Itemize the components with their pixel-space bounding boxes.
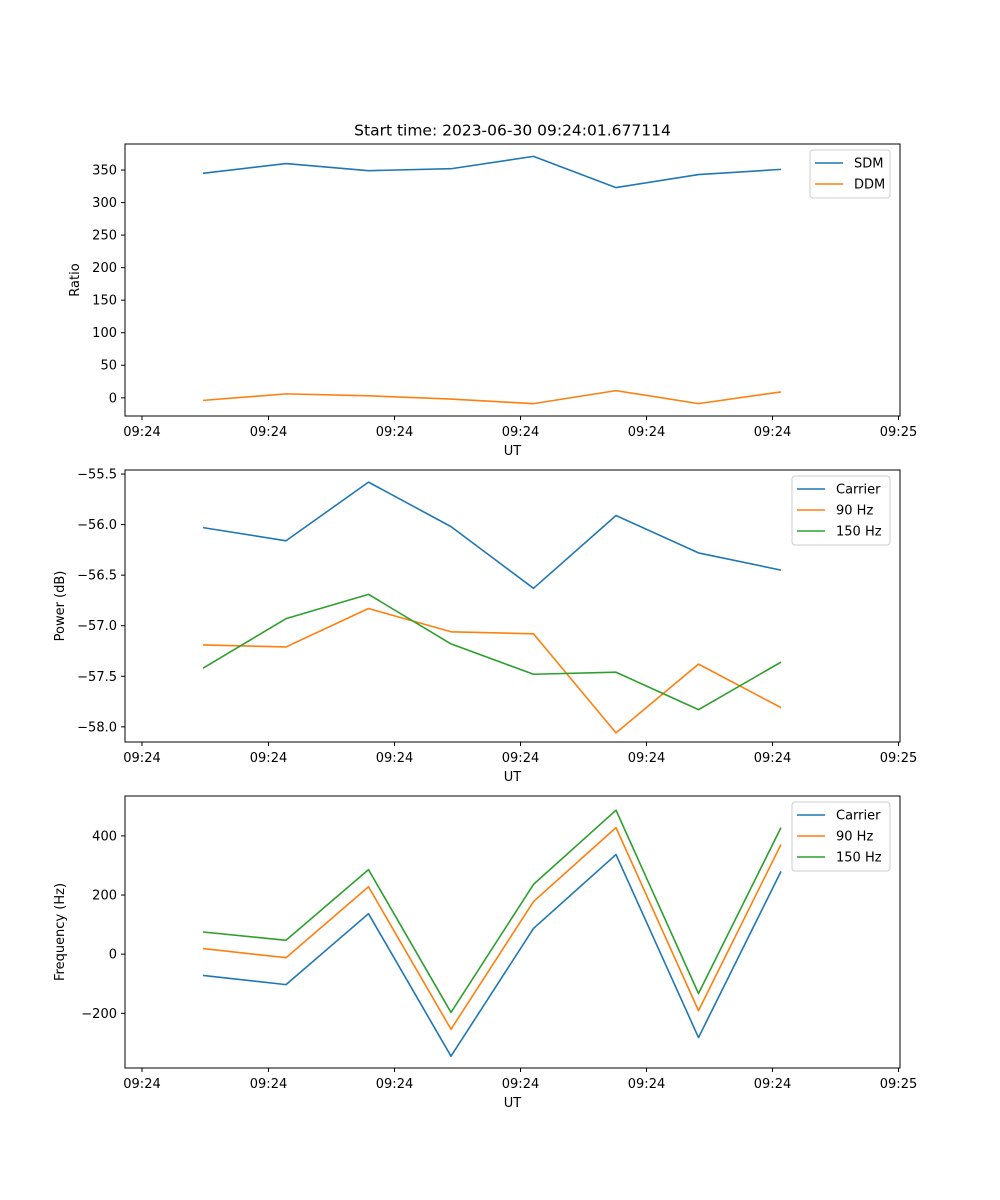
x-tick-label: 09:24	[628, 1077, 665, 1092]
y-tick-label: 350	[92, 164, 117, 179]
y-tick-label: 0	[109, 391, 117, 406]
y-tick-label: 200	[92, 261, 117, 276]
axes-frame	[124, 795, 901, 1069]
legend-label-ddm: DDM	[854, 178, 885, 193]
ratio-chart: 09:24 09:24 09:24 09:24 09:24 09:24 09:25 0 50 10…	[68, 143, 917, 459]
y-tick-label: 300	[92, 196, 117, 211]
legend-label-150-hz: 150 Hz	[836, 851, 882, 866]
x-tick-label: 09:24	[502, 751, 539, 766]
legend-label-carrier: Carrier	[836, 483, 881, 498]
y-tick-label: −56.5	[77, 569, 117, 584]
x-tick-label: 09:25	[880, 425, 917, 440]
x-tick-label: 09:24	[376, 1077, 413, 1092]
x-tick-label: 09:24	[754, 425, 791, 440]
x-axis-label: UT	[504, 444, 522, 459]
legend-box	[809, 149, 891, 199]
y-tick-label: −55.5	[77, 468, 117, 483]
x-tick-label: 09:24	[502, 425, 539, 440]
power-chart: 09:24 09:24 09:24 09:24 09:24 09:24 09:25 −58.0…	[53, 468, 917, 785]
x-tick-label: 09:24	[628, 751, 665, 766]
legend-label-90-hz: 90 Hz	[836, 830, 873, 845]
legend-box	[791, 475, 891, 546]
x-tick-label: 09:24	[250, 425, 287, 440]
x-tick-label: 09:24	[754, 1077, 791, 1092]
series-line-sdm	[202, 155, 782, 189]
legend-label-carrier: Carrier	[836, 809, 881, 824]
x-tick-label: 09:24	[376, 751, 413, 766]
series-line-150-hz	[202, 809, 782, 1014]
y-tick-label: −58.0	[77, 720, 117, 735]
legend: Carrier 90 Hz 150 Hz	[791, 801, 891, 872]
legend-label-90-hz: 90 Hz	[836, 504, 873, 519]
series-line-ddm	[202, 389, 782, 405]
y-tick-label: 200	[92, 889, 117, 904]
legend-box	[791, 801, 891, 872]
figure-title: Start time: 2023-06-30 09:24:01.677114	[354, 122, 671, 140]
x-tick-label: 09:24	[123, 425, 160, 440]
y-tick-label: 150	[92, 294, 117, 309]
x-tick-label: 09:24	[754, 751, 791, 766]
x-tick-label: 09:24	[123, 1077, 160, 1092]
frequency-chart: 09:24 09:24 09:24 09:24 09:24 09:24 09:25 −200 0…	[53, 795, 917, 1111]
y-tick-label: 100	[92, 326, 117, 341]
x-tick-label: 09:24	[502, 1077, 539, 1092]
legend-label-150-hz: 150 Hz	[836, 525, 882, 540]
axes-frame	[124, 143, 901, 417]
y-tick-label: 50	[100, 359, 117, 374]
y-tick-label: 250	[92, 229, 117, 244]
y-tick-label: 400	[92, 829, 117, 844]
y-axis-label: Power (dB)	[53, 571, 68, 642]
legend-label-sdm: SDM	[854, 157, 883, 172]
series-line-carrier	[202, 853, 782, 1057]
legend: Carrier 90 Hz 150 Hz	[791, 475, 891, 546]
x-tick-label: 09:24	[123, 751, 160, 766]
y-tick-label: −56.0	[77, 518, 117, 533]
x-tick-label: 09:24	[628, 425, 665, 440]
y-axis-label: Frequency (Hz)	[53, 883, 68, 981]
series-line-150-hz	[202, 593, 782, 711]
x-tick-label: 09:24	[376, 425, 413, 440]
x-axis-label: UT	[504, 1096, 522, 1111]
axes-frame	[124, 469, 901, 743]
y-axis-label: Ratio	[68, 263, 83, 296]
y-tick-label: −200	[81, 1007, 117, 1022]
y-tick-label: −57.0	[77, 619, 117, 634]
x-tick-label: 09:24	[250, 751, 287, 766]
x-tick-label: 09:25	[880, 751, 917, 766]
legend: SDM DDM	[809, 149, 891, 199]
y-tick-label: −57.5	[77, 670, 117, 685]
y-tick-label: 0	[109, 948, 117, 963]
series-line-90-hz	[202, 826, 782, 1031]
series-line-90-hz	[202, 607, 782, 734]
x-axis-label: UT	[504, 770, 522, 785]
series-line-carrier	[202, 481, 782, 590]
x-tick-label: 09:25	[880, 1077, 917, 1092]
x-tick-label: 09:24	[250, 1077, 287, 1092]
